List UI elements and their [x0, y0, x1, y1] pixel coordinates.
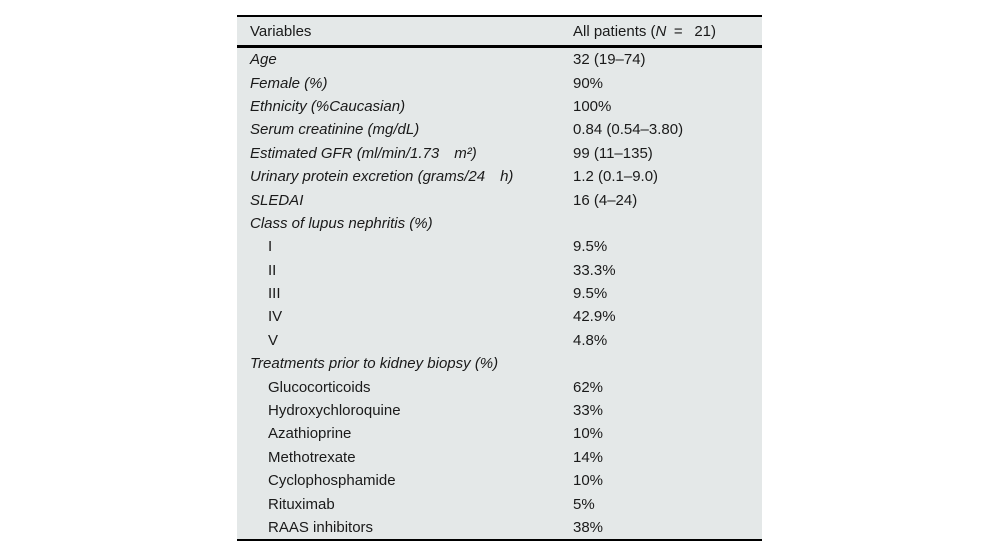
- table-row: Ethnicity (%Caucasian) 100%: [237, 95, 762, 118]
- row-value: 4.8%: [573, 331, 608, 349]
- table-row: Urinary protein excretion (grams/24 h) 1…: [237, 165, 762, 188]
- row-value: 90%: [573, 74, 604, 92]
- row-value: 9.5%: [573, 285, 608, 303]
- row-value: 42.9%: [573, 308, 616, 326]
- row-label: SLEDAI: [250, 191, 304, 209]
- table-row: Serum creatinine (mg/dL) 0.84 (0.54–3.80…: [237, 118, 762, 141]
- table-row: IV 42.9%: [237, 305, 762, 328]
- row-label: III: [268, 285, 281, 303]
- row-label: Ethnicity (%Caucasian): [250, 97, 406, 115]
- table-row: V 4.8%: [237, 329, 762, 352]
- header-n-symbol: N: [655, 22, 667, 40]
- row-value: 5%: [573, 495, 595, 513]
- patient-characteristics-table: Variables All patients (N = 21) Age 32 (…: [237, 15, 762, 542]
- table-row: Treatments prior to kidney biopsy (%): [237, 352, 762, 375]
- header-variables: Variables: [250, 22, 312, 40]
- table-row: Methotrexate 14%: [237, 446, 762, 469]
- row-label: II: [268, 261, 277, 279]
- table-row: II 33.3%: [237, 259, 762, 282]
- row-label: Hydroxychloroquine: [268, 402, 401, 420]
- table-row: III 9.5%: [237, 282, 762, 305]
- row-value: 33.3%: [573, 261, 616, 279]
- table-row: Class of lupus nephritis (%): [237, 212, 762, 235]
- table-row: Glucocorticoids 62%: [237, 375, 762, 398]
- row-value: 100%: [573, 97, 612, 115]
- row-label: Azathioprine: [268, 425, 352, 443]
- row-value: 62%: [573, 378, 604, 396]
- row-label: Urinary protein excretion (grams/24 h): [250, 168, 514, 186]
- table-row: Rituximab 5%: [237, 492, 762, 515]
- table-row: Cyclophosphamide 10%: [237, 469, 762, 492]
- row-value: 0.84 (0.54–3.80): [573, 121, 684, 139]
- row-value: 38%: [573, 519, 604, 536]
- table-row: Estimated GFR (ml/min/1.73 m²) 99 (11–13…: [237, 142, 762, 165]
- row-value: 32 (19–74): [573, 51, 646, 69]
- row-label: Age: [250, 51, 277, 69]
- row-value: 14%: [573, 448, 604, 466]
- table-row: Female (%) 90%: [237, 71, 762, 94]
- header-all-patients-suffix: = 21): [666, 22, 716, 40]
- table-row: Azathioprine 10%: [237, 422, 762, 445]
- header-all-patients: All patients (N = 21): [573, 23, 762, 40]
- row-label: V: [268, 331, 279, 349]
- row-value: 16 (4–24): [573, 191, 638, 209]
- row-label: Rituximab: [268, 495, 335, 513]
- row-label: Class of lupus nephritis (%): [250, 214, 433, 232]
- row-value: 1.2 (0.1–9.0): [573, 168, 659, 186]
- table-row: RAAS inhibitors 38%: [237, 516, 762, 539]
- row-value: 10%: [573, 472, 604, 490]
- row-value: 10%: [573, 425, 604, 443]
- table-row: I 9.5%: [237, 235, 762, 258]
- table-row: Hydroxychloroquine 33%: [237, 399, 762, 422]
- table-row: SLEDAI 16 (4–24): [237, 188, 762, 211]
- row-label: Cyclophosphamide: [268, 472, 396, 490]
- row-value: 9.5%: [573, 238, 608, 256]
- row-label: RAAS inhibitors: [268, 519, 374, 536]
- row-label: Glucocorticoids: [268, 378, 371, 396]
- row-label: IV: [268, 308, 283, 326]
- table-row: Age 32 (19–74): [237, 48, 762, 71]
- table-body: Age 32 (19–74) Female (%) 90% Ethnicity …: [237, 48, 762, 539]
- row-value: 99 (11–135): [573, 144, 653, 162]
- row-value: 33%: [573, 402, 604, 420]
- header-all-patients-prefix: All patients (: [573, 22, 656, 40]
- row-label: Methotrexate: [268, 448, 356, 466]
- table-header-row: Variables All patients (N = 21): [237, 17, 762, 48]
- row-label: Serum creatinine (mg/dL): [250, 121, 420, 139]
- row-label: Treatments prior to kidney biopsy (%): [250, 355, 499, 373]
- row-label: Estimated GFR (ml/min/1.73 m²): [250, 144, 477, 162]
- row-label: Female (%): [250, 74, 328, 92]
- row-label: I: [268, 238, 273, 256]
